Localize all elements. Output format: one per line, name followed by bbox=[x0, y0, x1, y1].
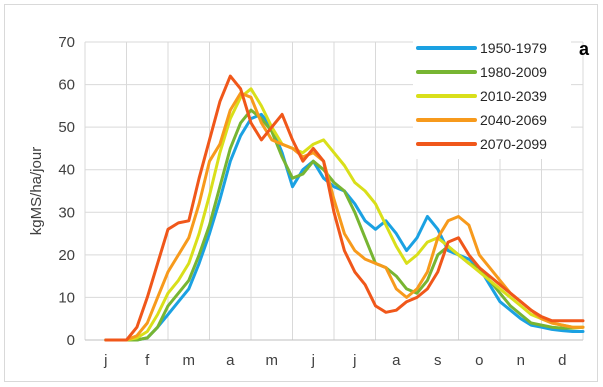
y-axis-title: kgMS/ha/jour bbox=[28, 147, 45, 235]
y-tick-label: 40 bbox=[58, 162, 75, 179]
y-tick-label: 20 bbox=[58, 247, 75, 264]
y-tick-label: 10 bbox=[58, 289, 75, 306]
x-tick-label: d bbox=[558, 352, 566, 369]
chart-frame: 0 10 20 30 40 50 60 70 j f m a m j j a s o n d 1950-1979 198… bbox=[4, 4, 598, 382]
y-tick-label: 70 bbox=[58, 34, 75, 51]
x-tick-label: j bbox=[352, 352, 356, 369]
y-tick-label: 30 bbox=[58, 204, 75, 221]
y-tick-label: 0 bbox=[67, 332, 75, 349]
x-tick-label: m bbox=[266, 352, 279, 369]
series-line-1980-2009 bbox=[104, 108, 585, 342]
legend: 1950-1979 1980-2009 2010-2039 2040-2069 2070… bbox=[416, 40, 547, 152]
gridlines bbox=[84, 41, 584, 341]
x-tick-label: f bbox=[145, 352, 150, 369]
x-tick-label: m bbox=[183, 352, 196, 369]
x-tick-label: n bbox=[517, 352, 525, 369]
legend-label: 2070-2099 bbox=[480, 136, 547, 152]
x-tick-label: j bbox=[103, 352, 107, 369]
legend-label: 2040-2069 bbox=[480, 112, 547, 128]
series-line-2040-2069 bbox=[104, 91, 585, 342]
line-chart: 0 10 20 30 40 50 60 70 j f m a m j j a s o n d 1950-1979 198… bbox=[28, 34, 590, 369]
panel-label: a bbox=[579, 39, 590, 59]
series-line-2070-2099 bbox=[104, 74, 585, 342]
x-tick-label: o bbox=[475, 352, 483, 369]
x-tick-label: a bbox=[392, 352, 401, 369]
series-line-2010-2039 bbox=[104, 87, 585, 342]
x-tick-label: j bbox=[311, 352, 315, 369]
series-lines bbox=[104, 74, 585, 342]
axes: 0 10 20 30 40 50 60 70 j f m a m j j a s o n d bbox=[58, 34, 583, 369]
y-tick-label: 60 bbox=[58, 77, 75, 94]
y-tick-label: 50 bbox=[58, 119, 75, 136]
legend-label: 1980-2009 bbox=[480, 64, 547, 80]
x-tick-label: s bbox=[434, 352, 442, 369]
legend-label: 2010-2039 bbox=[480, 88, 547, 104]
x-tick-label: a bbox=[226, 352, 235, 369]
legend-label: 1950-1979 bbox=[480, 40, 547, 56]
